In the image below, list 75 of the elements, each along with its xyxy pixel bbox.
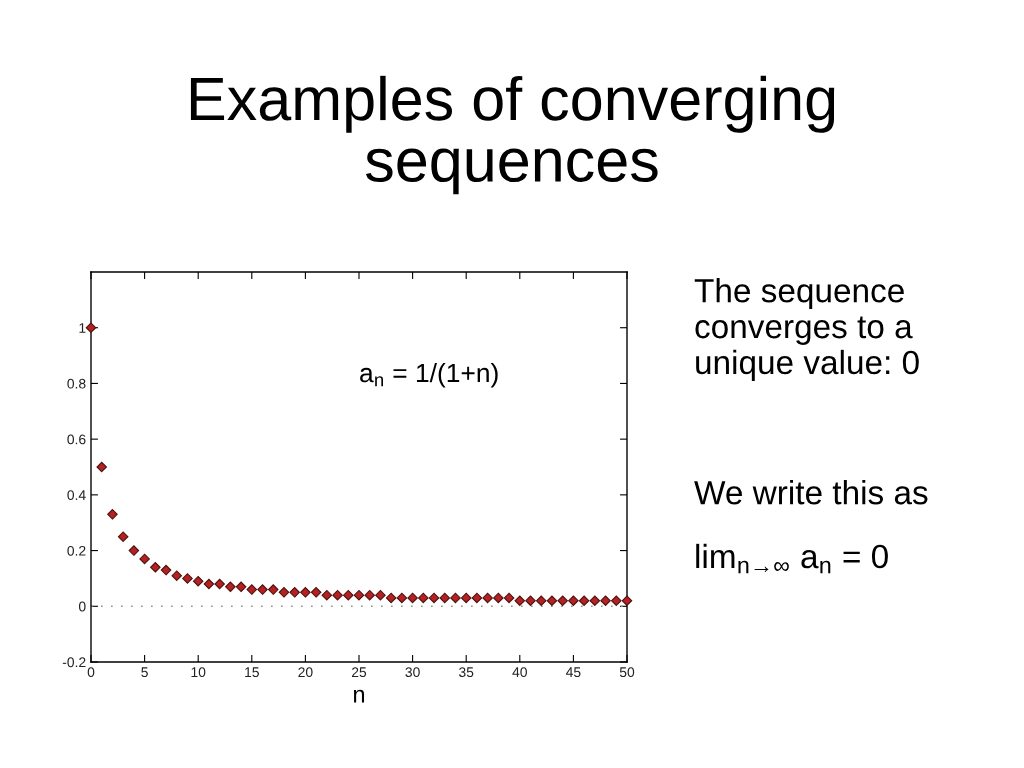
x-tick-label: 15 xyxy=(245,667,259,678)
point xyxy=(578,595,590,606)
point xyxy=(332,589,343,601)
point xyxy=(117,531,129,542)
y-tick-label: 1 xyxy=(79,323,86,333)
x-tick-label: 50 xyxy=(619,667,635,678)
x-tick-label: 0 xyxy=(87,667,95,678)
point xyxy=(192,575,204,587)
point xyxy=(364,589,375,601)
point xyxy=(503,592,515,604)
y-tick-label: 0.6 xyxy=(67,434,86,445)
point xyxy=(182,573,193,584)
point xyxy=(514,595,526,606)
text: The sequence converges to a unique value: 0 xyxy=(694,278,919,381)
point xyxy=(321,589,333,601)
point xyxy=(493,592,504,604)
point xyxy=(482,592,493,604)
annotation: a$_{n}$ = 1/(1+n) xyxy=(360,362,498,388)
x-tick-label: 40 xyxy=(512,667,527,678)
point xyxy=(418,592,429,604)
point xyxy=(235,581,247,593)
point xyxy=(600,595,611,606)
point xyxy=(557,595,568,606)
point xyxy=(407,592,418,604)
text: lim$_{n→∞}$ a$_{n}$ = 0 xyxy=(696,543,888,574)
point xyxy=(107,509,118,520)
y-tick-label: -0.2 xyxy=(62,657,86,668)
point xyxy=(343,589,354,601)
point xyxy=(96,461,107,473)
point xyxy=(257,584,268,595)
x-tick-label: 30 xyxy=(405,667,420,678)
point xyxy=(450,592,461,604)
point xyxy=(300,587,311,598)
point xyxy=(171,570,183,581)
x-tick-label: 10 xyxy=(191,667,206,678)
point xyxy=(150,562,161,573)
point xyxy=(535,595,547,606)
y-tick-label: 0.4 xyxy=(67,490,86,501)
point xyxy=(375,589,386,601)
text: We write this as xyxy=(694,480,928,505)
point xyxy=(267,584,279,595)
chart-title: Examples of converging sequences xyxy=(190,75,835,195)
point xyxy=(278,587,290,598)
x-tick-label: 35 xyxy=(459,667,474,678)
point xyxy=(589,595,601,606)
point xyxy=(139,553,150,565)
point xyxy=(353,589,365,601)
y-tick-label: 0.2 xyxy=(67,545,86,556)
x-tick-label: 45 xyxy=(566,667,581,678)
point xyxy=(85,322,97,333)
point xyxy=(428,592,440,604)
point xyxy=(546,595,558,606)
point xyxy=(289,587,300,598)
x-tick-label: 25 xyxy=(351,667,367,678)
point xyxy=(471,592,483,604)
point xyxy=(460,592,472,604)
point xyxy=(396,592,408,604)
point xyxy=(214,578,225,590)
point xyxy=(160,564,172,576)
point xyxy=(568,595,579,606)
point xyxy=(246,584,258,595)
y-tick-label: 0 xyxy=(78,601,86,612)
point xyxy=(310,587,322,598)
x-tick-label: 5 xyxy=(141,667,148,678)
point xyxy=(128,545,140,556)
x-axis-title: n xyxy=(354,689,365,703)
point xyxy=(385,592,397,604)
point xyxy=(225,581,236,593)
point xyxy=(621,595,633,606)
point xyxy=(203,578,215,590)
point xyxy=(611,595,622,606)
y-tick-label: 0.8 xyxy=(67,378,86,389)
point xyxy=(439,592,451,604)
point xyxy=(525,595,536,606)
x-tick-label: 20 xyxy=(298,667,313,678)
